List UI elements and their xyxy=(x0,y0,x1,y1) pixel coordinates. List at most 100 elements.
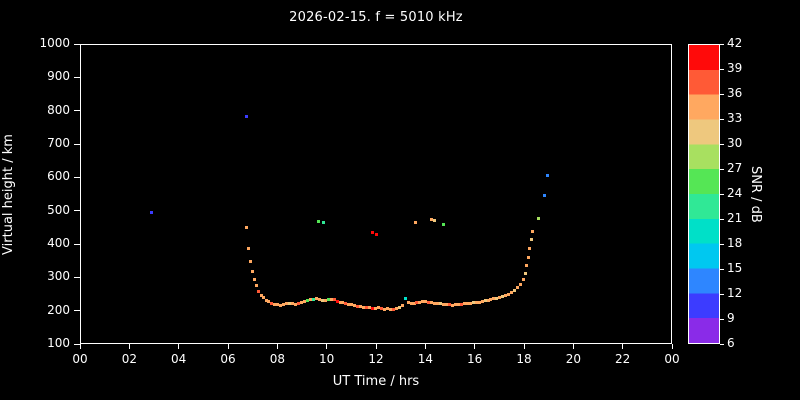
data-point xyxy=(504,293,508,297)
x-tick-label: 02 xyxy=(121,352,137,366)
data-point xyxy=(397,305,401,309)
data-point xyxy=(376,305,380,309)
data-point xyxy=(507,292,511,296)
x-tick-label: 10 xyxy=(319,352,335,366)
y-tick-label: 600 xyxy=(47,169,70,184)
colorbar-tick-label: 9 xyxy=(727,311,735,325)
data-point xyxy=(245,115,249,119)
data-point xyxy=(510,290,514,294)
data-point xyxy=(285,302,289,306)
data-point xyxy=(300,300,304,304)
y-tick-label: 100 xyxy=(47,336,70,350)
data-point xyxy=(294,302,298,306)
data-point xyxy=(322,220,326,224)
x-tick-label: 04 xyxy=(171,352,187,366)
data-point xyxy=(329,297,333,301)
data-point xyxy=(356,304,360,308)
data-point xyxy=(448,303,452,307)
data-point xyxy=(362,305,366,309)
data-point xyxy=(311,297,315,301)
x-tick-mark xyxy=(622,344,624,349)
data-point xyxy=(149,211,153,215)
data-point xyxy=(400,303,404,307)
colorbar-label: SNR / dB xyxy=(748,165,763,223)
data-point xyxy=(456,302,460,306)
data-point xyxy=(341,301,345,305)
data-point xyxy=(433,218,437,222)
data-point xyxy=(418,300,422,304)
data-point xyxy=(543,193,547,197)
data-point xyxy=(388,308,392,312)
data-point xyxy=(513,288,517,292)
x-tick-mark xyxy=(474,344,476,349)
x-axis-label: UT Time / hrs xyxy=(332,374,420,389)
colorbar-tick-mark xyxy=(720,168,724,170)
data-point xyxy=(344,301,348,305)
colorbar-tick-label: 21 xyxy=(727,211,743,225)
data-point xyxy=(316,219,320,223)
colorbar xyxy=(688,44,720,344)
y-tick-label: 1000 xyxy=(39,36,70,50)
data-point xyxy=(415,301,419,305)
data-point xyxy=(305,298,309,302)
data-point xyxy=(445,302,449,306)
data-point xyxy=(436,301,440,305)
colorbar-tick-label: 39 xyxy=(727,61,743,75)
data-point xyxy=(414,220,418,224)
x-tick-label: 14 xyxy=(417,352,433,366)
data-point xyxy=(522,277,526,281)
data-point xyxy=(529,237,533,241)
data-point xyxy=(291,302,295,306)
chart-title: 2026-02-15. f = 5010 kHz xyxy=(289,10,463,25)
data-point xyxy=(495,296,499,300)
data-point xyxy=(323,299,327,303)
data-point xyxy=(353,303,357,307)
y-tick-label: 500 xyxy=(47,202,70,217)
data-point xyxy=(350,303,354,307)
colorbar-tick-mark xyxy=(720,343,724,345)
data-point xyxy=(462,302,466,306)
data-point xyxy=(347,302,351,306)
data-point xyxy=(385,306,389,310)
y-tick-mark xyxy=(74,243,80,245)
data-point xyxy=(391,307,395,311)
data-point xyxy=(255,284,259,288)
data-point xyxy=(450,303,454,307)
y-tick-mark xyxy=(74,43,80,45)
data-point xyxy=(338,300,342,304)
data-point xyxy=(421,299,425,303)
data-point xyxy=(302,299,306,303)
y-tick-label: 900 xyxy=(47,69,70,84)
colorbar-tick-mark xyxy=(720,268,724,270)
y-axis-label: Virtual height / km xyxy=(0,133,16,255)
x-tick-mark xyxy=(572,344,574,349)
data-point xyxy=(459,302,463,306)
x-tick-mark xyxy=(276,344,278,349)
data-point xyxy=(483,299,487,303)
data-point xyxy=(465,301,469,305)
colorbar-tick-mark xyxy=(720,143,724,145)
y-tick-mark xyxy=(74,310,80,312)
x-tick-mark xyxy=(326,344,328,349)
data-point xyxy=(545,174,549,178)
y-tick-mark xyxy=(74,76,80,78)
colorbar-tick-mark xyxy=(720,193,724,195)
x-tick-mark xyxy=(79,344,81,349)
colorbar-tick-mark xyxy=(720,318,724,320)
data-point xyxy=(374,232,378,236)
data-point xyxy=(368,306,372,310)
colorbar-tick-label: 36 xyxy=(727,86,743,100)
y-tick-mark xyxy=(74,276,80,278)
data-point xyxy=(335,299,339,303)
x-tick-mark xyxy=(523,344,525,349)
data-point xyxy=(528,246,532,250)
colorbar-tick-label: 33 xyxy=(727,111,743,125)
data-point xyxy=(276,303,280,307)
y-tick-label: 400 xyxy=(47,236,70,250)
data-point xyxy=(412,301,416,305)
data-point xyxy=(531,229,535,233)
data-point xyxy=(516,286,520,290)
x-tick-label: 18 xyxy=(516,352,532,366)
data-point xyxy=(492,297,496,301)
colorbar-tick-mark xyxy=(720,218,724,220)
